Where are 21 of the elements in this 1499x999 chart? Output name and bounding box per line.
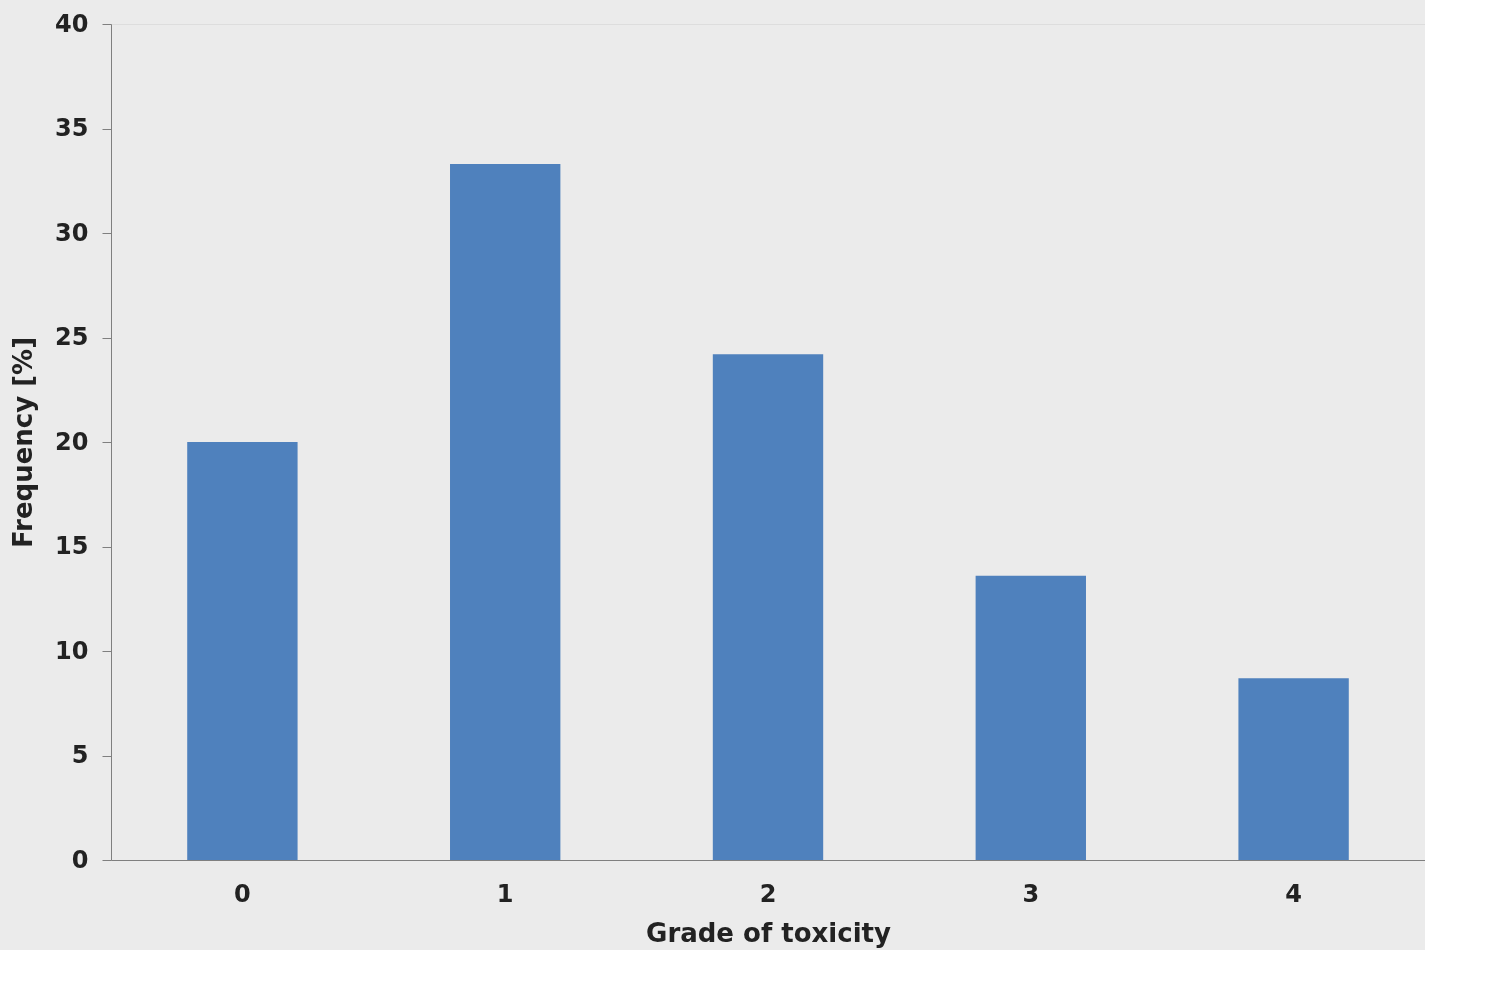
x-axis-title: Grade of toxicity: [646, 917, 891, 948]
bar: [187, 442, 298, 860]
y-tick-label: 35: [55, 114, 89, 142]
x-tick-label: 4: [1285, 879, 1302, 908]
y-tick-label: 20: [55, 427, 89, 456]
y-axis-title: Frequency [%]: [8, 336, 39, 549]
y-tick-label: 0: [71, 845, 89, 874]
y-tick-label: 30: [55, 218, 89, 247]
bar: [1238, 678, 1349, 860]
y-tick-label: 5: [71, 741, 89, 769]
y-tick-label: 40: [55, 9, 89, 38]
y-tick-label: 15: [55, 532, 89, 560]
bar: [450, 164, 561, 860]
y-tick-label: 25: [55, 323, 89, 351]
y-tick-label: 10: [55, 636, 89, 665]
x-tick-label: 2: [759, 879, 777, 908]
x-tick-label: 0: [234, 879, 251, 908]
x-tick-label: 3: [1022, 879, 1040, 908]
x-tick-label: 1: [496, 879, 514, 908]
bar: [975, 575, 1086, 860]
bar: [712, 354, 824, 860]
